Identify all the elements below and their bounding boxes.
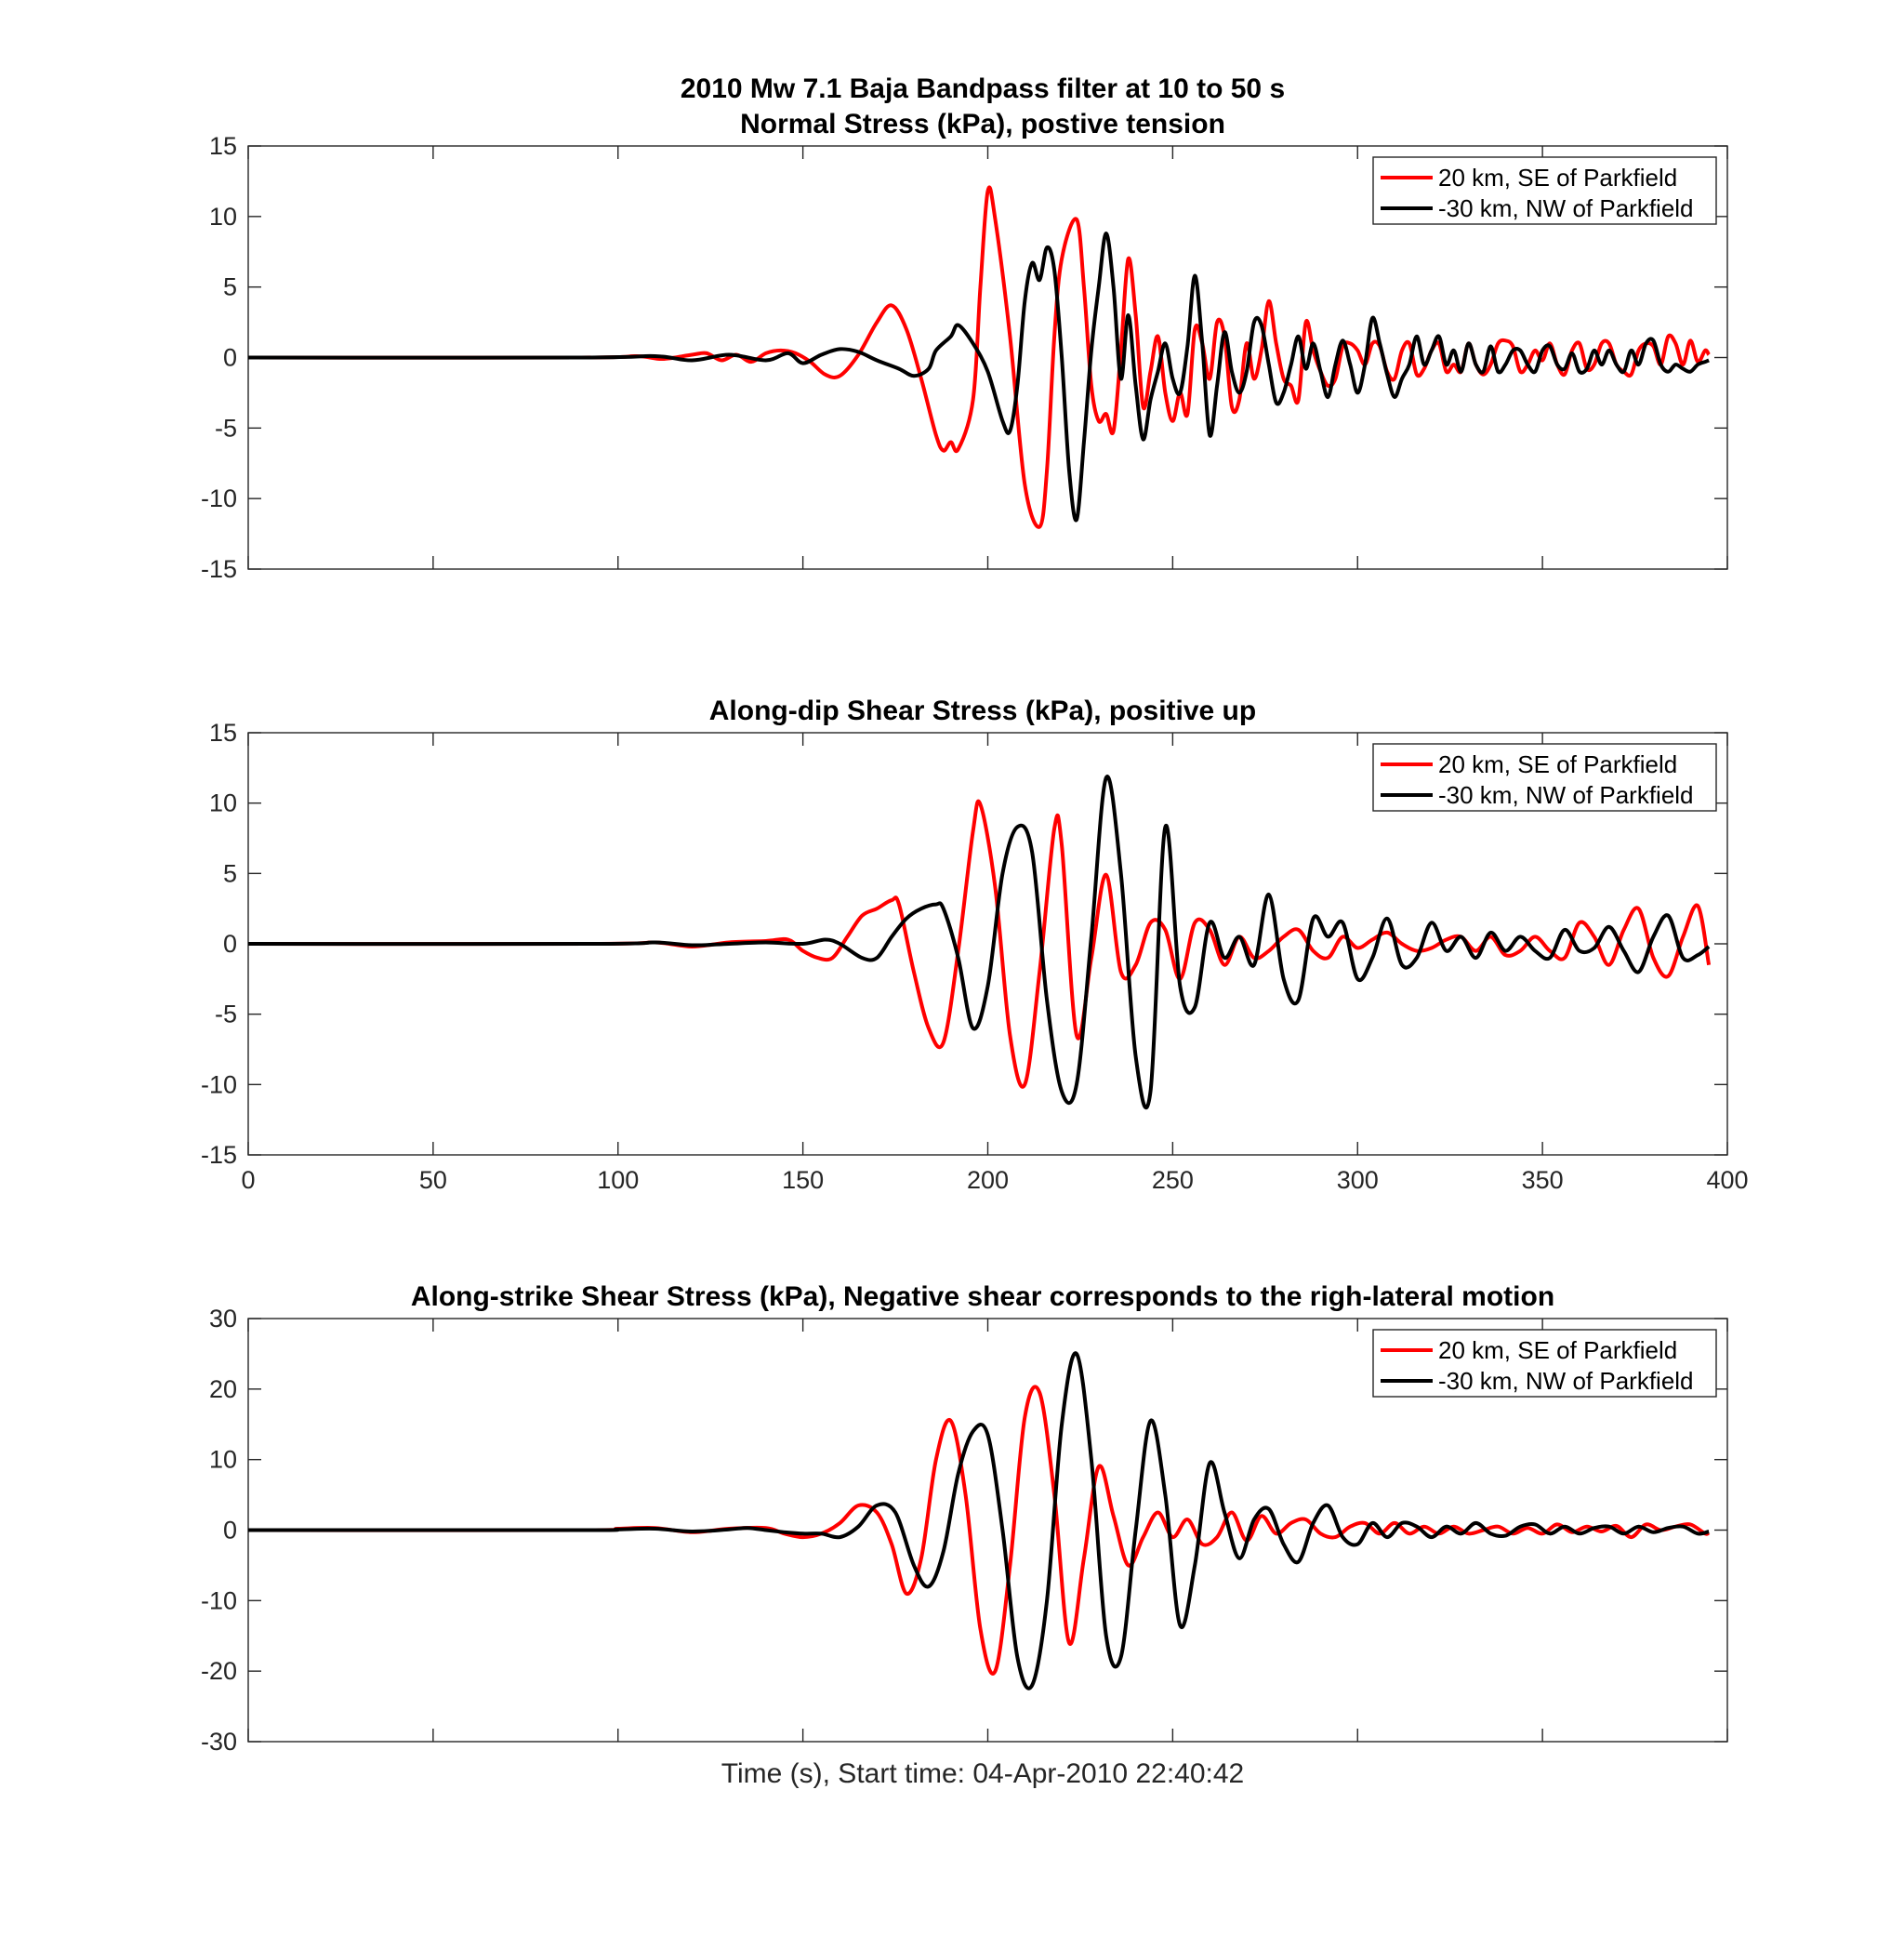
legend: 20 km, SE of Parkfield -30 km, NW of Park… xyxy=(1372,1329,1717,1398)
normal-stress-panel: 2010 Mw 7.1 Baja Bandpass filter at 10 t… xyxy=(201,73,1728,583)
panel-title-line: Along-strike Shear Stress (kPa), Negativ… xyxy=(411,1281,1554,1312)
panel-title-line: Along-dip Shear Stress (kPa), positive u… xyxy=(709,696,1256,726)
y-tick-label: 10 xyxy=(209,203,237,231)
legend: 20 km, SE of Parkfield -30 km, NW of Park… xyxy=(1372,743,1717,812)
legend: 20 km, SE of Parkfield-30 km, NW of Park… xyxy=(1372,156,1717,225)
y-tick-label: -5 xyxy=(215,1001,237,1028)
x-tick-label: 150 xyxy=(782,1166,824,1194)
y-tick-label: 10 xyxy=(209,1446,237,1474)
series-line-0 xyxy=(248,1385,1711,1676)
y-tick-label: 10 xyxy=(209,789,237,817)
legend-label: -30 km, NW of Parkfield xyxy=(1438,194,1694,222)
y-tick-label: 0 xyxy=(223,1517,237,1545)
y-tick-label: 30 xyxy=(209,1305,237,1332)
x-tick-label: 300 xyxy=(1337,1166,1379,1194)
x-tick-label: 0 xyxy=(241,1166,255,1194)
y-tick-label: 20 xyxy=(209,1375,237,1403)
y-tick-label: -10 xyxy=(201,1586,237,1614)
legend-box xyxy=(1372,1329,1717,1398)
legend-label: 20 km, SE of Parkfield xyxy=(1438,164,1677,192)
y-tick-label: -15 xyxy=(201,1141,237,1169)
x-tick-label: 50 xyxy=(419,1166,447,1194)
x-tick-label: 250 xyxy=(1152,1166,1194,1194)
y-tick-label: -5 xyxy=(215,414,237,442)
series-line-1 xyxy=(248,232,1710,523)
legend-label: -30 km, NW of Parkfield xyxy=(1438,781,1694,809)
x-tick-label: 100 xyxy=(597,1166,639,1194)
legend-label: 20 km, SE of Parkfield xyxy=(1438,750,1677,778)
y-tick-label: -15 xyxy=(201,555,237,583)
y-tick-label: 5 xyxy=(223,859,237,887)
y-tick-label: 0 xyxy=(223,930,237,958)
legend-box xyxy=(1372,156,1717,225)
legend-label: -30 km, NW of Parkfield xyxy=(1438,1367,1694,1395)
y-tick-label: -10 xyxy=(201,1070,237,1098)
legend-box xyxy=(1372,743,1717,812)
y-tick-label: 0 xyxy=(223,344,237,372)
figure-xlabel: Time (s), Start time: 04-Apr-2010 22:40:… xyxy=(721,1758,1244,1789)
y-tick-label: -10 xyxy=(201,484,237,512)
series-line-1 xyxy=(248,1351,1710,1690)
y-tick-label: -20 xyxy=(201,1657,237,1685)
x-tick-label: 400 xyxy=(1706,1166,1748,1194)
along-strike-shear-panel: Along-strike Shear Stress (kPa), Negativ… xyxy=(201,1281,1728,1756)
y-tick-label: 5 xyxy=(223,273,237,301)
legend-label: 20 km, SE of Parkfield xyxy=(1438,1336,1677,1364)
y-tick-label: -30 xyxy=(201,1728,237,1756)
x-tick-label: 200 xyxy=(967,1166,1009,1194)
panel-title-line: 2010 Mw 7.1 Baja Bandpass filter at 10 t… xyxy=(681,73,1285,104)
y-tick-label: 15 xyxy=(209,719,237,747)
y-tick-label: 15 xyxy=(209,132,237,160)
panel-title-line: Normal Stress (kPa), postive tension xyxy=(740,109,1225,139)
along-dip-shear-panel: Along-dip Shear Stress (kPa), positive u… xyxy=(201,696,1749,1194)
x-tick-label: 350 xyxy=(1522,1166,1564,1194)
series-line-1 xyxy=(248,775,1711,1110)
